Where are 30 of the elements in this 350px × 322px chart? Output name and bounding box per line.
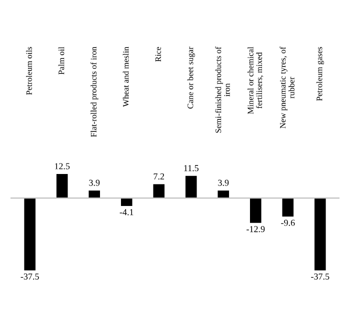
data-label: -9.6 (281, 220, 295, 226)
bar (218, 190, 230, 198)
x-tick-label: Rice (155, 46, 161, 62)
bar (153, 184, 165, 198)
data-label: 3.9 (218, 180, 229, 186)
bar (88, 190, 100, 198)
bar (282, 198, 294, 217)
x-tick-label: Petroleum oils (26, 46, 32, 95)
data-label: 3.9 (89, 180, 100, 186)
x-tick-label: Mineral or chemical fertilisers, mixed (248, 46, 264, 114)
bar (24, 198, 36, 270)
x-tick-label: Wheat and meslin (122, 46, 129, 107)
x-tick-label: Palm oil (58, 46, 64, 74)
bar (314, 198, 326, 270)
data-label: -37.5 (311, 274, 330, 280)
bar (56, 174, 68, 198)
x-tick-label: Petroleum gases (316, 46, 324, 101)
data-label: 11.5 (184, 165, 199, 172)
bar (250, 198, 262, 223)
data-label: -4.1 (120, 209, 134, 216)
data-label: -12.9 (246, 226, 265, 232)
x-tick-label: Flat-rolled products of iron (90, 46, 98, 137)
x-tick-label: Semi-finished products of iron (215, 46, 230, 133)
data-label: 12.5 (55, 163, 70, 170)
bar (120, 198, 132, 206)
x-tick-label: Cane or beet sugar (187, 46, 195, 109)
bar (185, 176, 197, 198)
data-label: -37.5 (20, 274, 39, 280)
x-tick-label: New pneumatic tyres, of rubber (280, 46, 294, 128)
data-label: 7.2 (154, 173, 164, 180)
